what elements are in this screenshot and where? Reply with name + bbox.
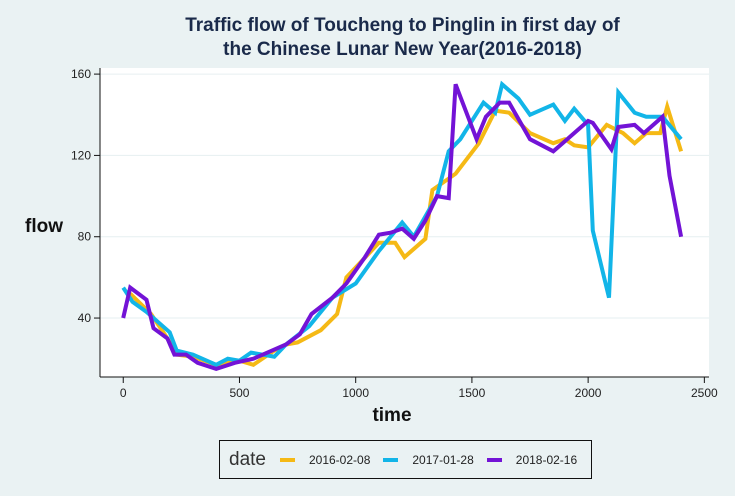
gridlines	[100, 73, 709, 319]
legend-swatch-2016	[279, 457, 295, 462]
y-tick-label-80: 80	[78, 230, 92, 244]
legend: date 2016-02-08 2017-01-28 2018-02-16	[219, 440, 592, 479]
legend-item-2016: 2016-02-08	[279, 452, 371, 467]
legend-swatch-2017	[383, 457, 399, 462]
x-tick-label-1000: 1000	[342, 386, 369, 400]
x-tick-label-500: 500	[229, 386, 249, 400]
legend-item-2017: 2017-01-28	[383, 452, 474, 467]
x-tick-label-0: 0	[120, 386, 127, 400]
axes: 40 80 120 160 0 500 1000 1500 2000 2500	[71, 67, 718, 400]
x-tick-label-1500: 1500	[459, 386, 486, 400]
x-axis-title: time	[372, 405, 411, 426]
y-tick-label-120: 120	[71, 148, 91, 162]
legend-title: date	[229, 448, 266, 470]
chart-title-line-2: the Chinese Lunar New Year(2016-2018)	[223, 39, 582, 60]
y-axis-title: flow	[25, 216, 63, 237]
chart-title-line-1: Traffic flow of Toucheng to Pinglin in f…	[185, 15, 620, 36]
legend-label-2017: 2017-01-28	[412, 452, 474, 467]
legend-label-2018: 2018-02-16	[515, 452, 578, 467]
y-tick-label-160: 160	[71, 67, 91, 81]
legend-label-2016: 2016-02-08	[308, 452, 371, 467]
y-tick-label-40: 40	[78, 311, 92, 325]
x-tick-label-2500: 2500	[691, 386, 718, 400]
series-lines	[121, 80, 684, 372]
x-tick-label-2000: 2000	[575, 386, 602, 400]
series-line-2018-02-16	[121, 83, 684, 372]
legend-item-2018: 2018-02-16	[486, 452, 578, 467]
legend-swatch-2018	[486, 457, 502, 462]
